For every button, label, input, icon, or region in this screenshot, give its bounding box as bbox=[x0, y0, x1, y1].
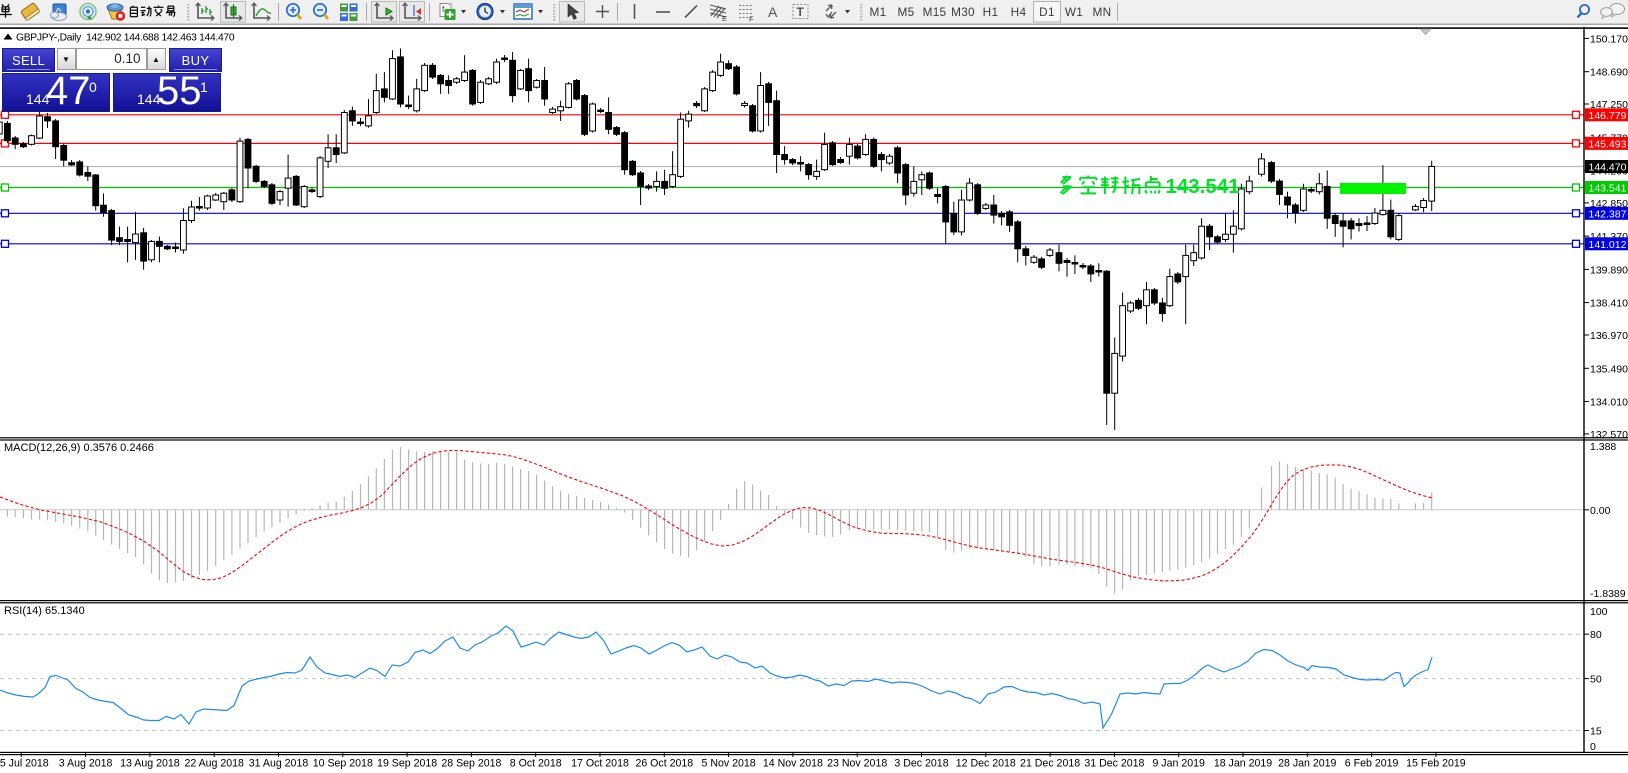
svg-text:25 Jul 2018: 25 Jul 2018 bbox=[0, 758, 49, 770]
svg-text:134.010: 134.010 bbox=[1590, 397, 1628, 409]
svg-text:1.388: 1.388 bbox=[1590, 441, 1616, 453]
svg-text:f: f bbox=[442, 5, 445, 14]
svg-text:21 Dec 2018: 21 Dec 2018 bbox=[1020, 758, 1080, 770]
svg-text:31 Dec 2018: 31 Dec 2018 bbox=[1084, 758, 1144, 770]
svg-text:M5: M5 bbox=[898, 5, 915, 19]
svg-text:-1.8389: -1.8389 bbox=[1590, 588, 1626, 600]
svg-text:143.541: 143.541 bbox=[1589, 183, 1627, 195]
svg-text:145.493: 145.493 bbox=[1589, 139, 1627, 151]
svg-text:28 Sep 2018: 28 Sep 2018 bbox=[441, 758, 501, 770]
svg-text:W1: W1 bbox=[1065, 5, 1083, 19]
svg-text:22 Aug 2018: 22 Aug 2018 bbox=[184, 758, 244, 770]
svg-text:A: A bbox=[768, 4, 778, 20]
svg-text:MN: MN bbox=[1093, 5, 1112, 19]
svg-text:50: 50 bbox=[1590, 674, 1602, 686]
svg-text:8 Oct 2018: 8 Oct 2018 bbox=[510, 758, 562, 770]
svg-text:141.012: 141.012 bbox=[1589, 239, 1627, 251]
svg-text:12 Dec 2018: 12 Dec 2018 bbox=[956, 758, 1016, 770]
svg-text:14 Nov 2018: 14 Nov 2018 bbox=[763, 758, 823, 770]
svg-text:148.690: 148.690 bbox=[1590, 67, 1628, 79]
svg-text:RSI(14) 65.1340: RSI(14) 65.1340 bbox=[4, 605, 85, 617]
svg-text:15 Feb 2019: 15 Feb 2019 bbox=[1406, 758, 1466, 770]
svg-text:135.490: 135.490 bbox=[1590, 363, 1628, 375]
svg-text:H4: H4 bbox=[1011, 5, 1027, 19]
svg-text:0: 0 bbox=[1590, 741, 1596, 753]
svg-text:F: F bbox=[749, 15, 754, 24]
svg-text:GBPJPY-,Daily 142.902 144.688: GBPJPY-,Daily 142.902 144.688 142.463 14… bbox=[16, 33, 235, 44]
svg-text:139.890: 139.890 bbox=[1590, 264, 1628, 276]
svg-text:146.779: 146.779 bbox=[1589, 110, 1627, 122]
svg-text:13 Aug 2018: 13 Aug 2018 bbox=[120, 758, 180, 770]
svg-text:9 Jan 2019: 9 Jan 2019 bbox=[1152, 758, 1205, 770]
svg-text:6 Feb 2019: 6 Feb 2019 bbox=[1345, 758, 1399, 770]
svg-text:10 Sep 2018: 10 Sep 2018 bbox=[313, 758, 373, 770]
svg-text:M30: M30 bbox=[951, 5, 975, 19]
svg-text:144.470: 144.470 bbox=[1589, 162, 1627, 174]
svg-text:147.250: 147.250 bbox=[1590, 99, 1628, 111]
svg-text:M15: M15 bbox=[923, 5, 947, 19]
svg-text:MACD(12,26,9) 0.3576 0.2466: MACD(12,26,9) 0.3576 0.2466 bbox=[4, 442, 154, 454]
svg-text:28 Jan 2019: 28 Jan 2019 bbox=[1278, 758, 1336, 770]
svg-text:150.170: 150.170 bbox=[1590, 33, 1628, 45]
svg-text:142.387: 142.387 bbox=[1589, 209, 1627, 221]
svg-text:15: 15 bbox=[1590, 726, 1602, 738]
svg-text:18 Jan 2019: 18 Jan 2019 bbox=[1214, 758, 1272, 770]
svg-text:26 Oct 2018: 26 Oct 2018 bbox=[635, 758, 693, 770]
svg-text:17 Oct 2018: 17 Oct 2018 bbox=[571, 758, 629, 770]
svg-text:E: E bbox=[722, 14, 727, 23]
svg-text:138.410: 138.410 bbox=[1590, 298, 1628, 310]
svg-text:H1: H1 bbox=[983, 5, 999, 19]
svg-text:0.00: 0.00 bbox=[1590, 505, 1611, 517]
svg-text:19 Sep 2018: 19 Sep 2018 bbox=[377, 758, 437, 770]
svg-text:3 Dec 2018: 3 Dec 2018 bbox=[894, 758, 948, 770]
svg-text:M1: M1 bbox=[870, 5, 887, 19]
svg-text:23 Nov 2018: 23 Nov 2018 bbox=[827, 758, 887, 770]
svg-text:T: T bbox=[797, 5, 805, 19]
svg-text:3 Aug 2018: 3 Aug 2018 bbox=[59, 758, 113, 770]
svg-text:136.970: 136.970 bbox=[1590, 330, 1628, 342]
svg-text:D1: D1 bbox=[1039, 5, 1055, 19]
svg-text:100: 100 bbox=[1590, 606, 1608, 618]
svg-text:132.570: 132.570 bbox=[1590, 429, 1628, 441]
svg-text:143.541: 143.541 bbox=[1166, 175, 1240, 198]
svg-text:5 Nov 2018: 5 Nov 2018 bbox=[702, 758, 756, 770]
svg-text:80: 80 bbox=[1590, 629, 1602, 641]
svg-text:31 Aug 2018: 31 Aug 2018 bbox=[249, 758, 309, 770]
